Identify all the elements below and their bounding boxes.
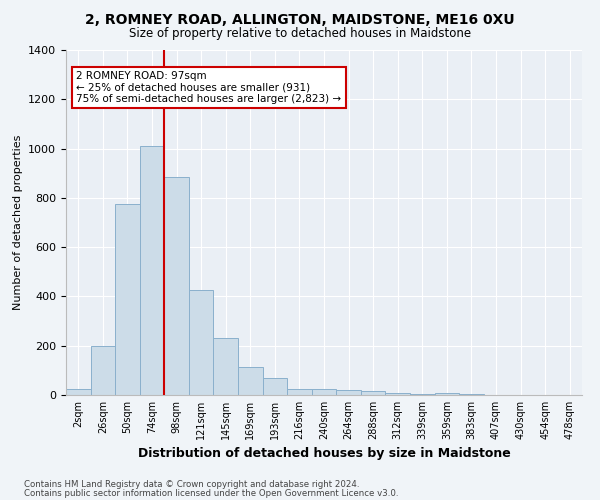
Bar — [140, 146, 164, 395]
Bar — [459, 394, 484, 395]
Bar — [410, 394, 434, 395]
Bar — [434, 392, 459, 395]
Text: Contains public sector information licensed under the Open Government Licence v3: Contains public sector information licen… — [24, 488, 398, 498]
Bar — [115, 204, 140, 395]
Text: Contains HM Land Registry data © Crown copyright and database right 2024.: Contains HM Land Registry data © Crown c… — [24, 480, 359, 489]
Bar — [287, 389, 312, 395]
Text: 2 ROMNEY ROAD: 97sqm
← 25% of detached houses are smaller (931)
75% of semi-deta: 2 ROMNEY ROAD: 97sqm ← 25% of detached h… — [76, 70, 341, 104]
Bar — [189, 290, 214, 395]
Bar — [91, 346, 115, 395]
X-axis label: Distribution of detached houses by size in Maidstone: Distribution of detached houses by size … — [137, 448, 511, 460]
Bar — [238, 366, 263, 395]
Bar — [336, 390, 361, 395]
Y-axis label: Number of detached properties: Number of detached properties — [13, 135, 23, 310]
Bar — [385, 392, 410, 395]
Bar — [361, 392, 385, 395]
Bar — [263, 378, 287, 395]
Bar — [164, 177, 189, 395]
Text: Size of property relative to detached houses in Maidstone: Size of property relative to detached ho… — [129, 28, 471, 40]
Bar — [66, 389, 91, 395]
Text: 2, ROMNEY ROAD, ALLINGTON, MAIDSTONE, ME16 0XU: 2, ROMNEY ROAD, ALLINGTON, MAIDSTONE, ME… — [85, 12, 515, 26]
Bar — [312, 389, 336, 395]
Bar — [214, 338, 238, 395]
